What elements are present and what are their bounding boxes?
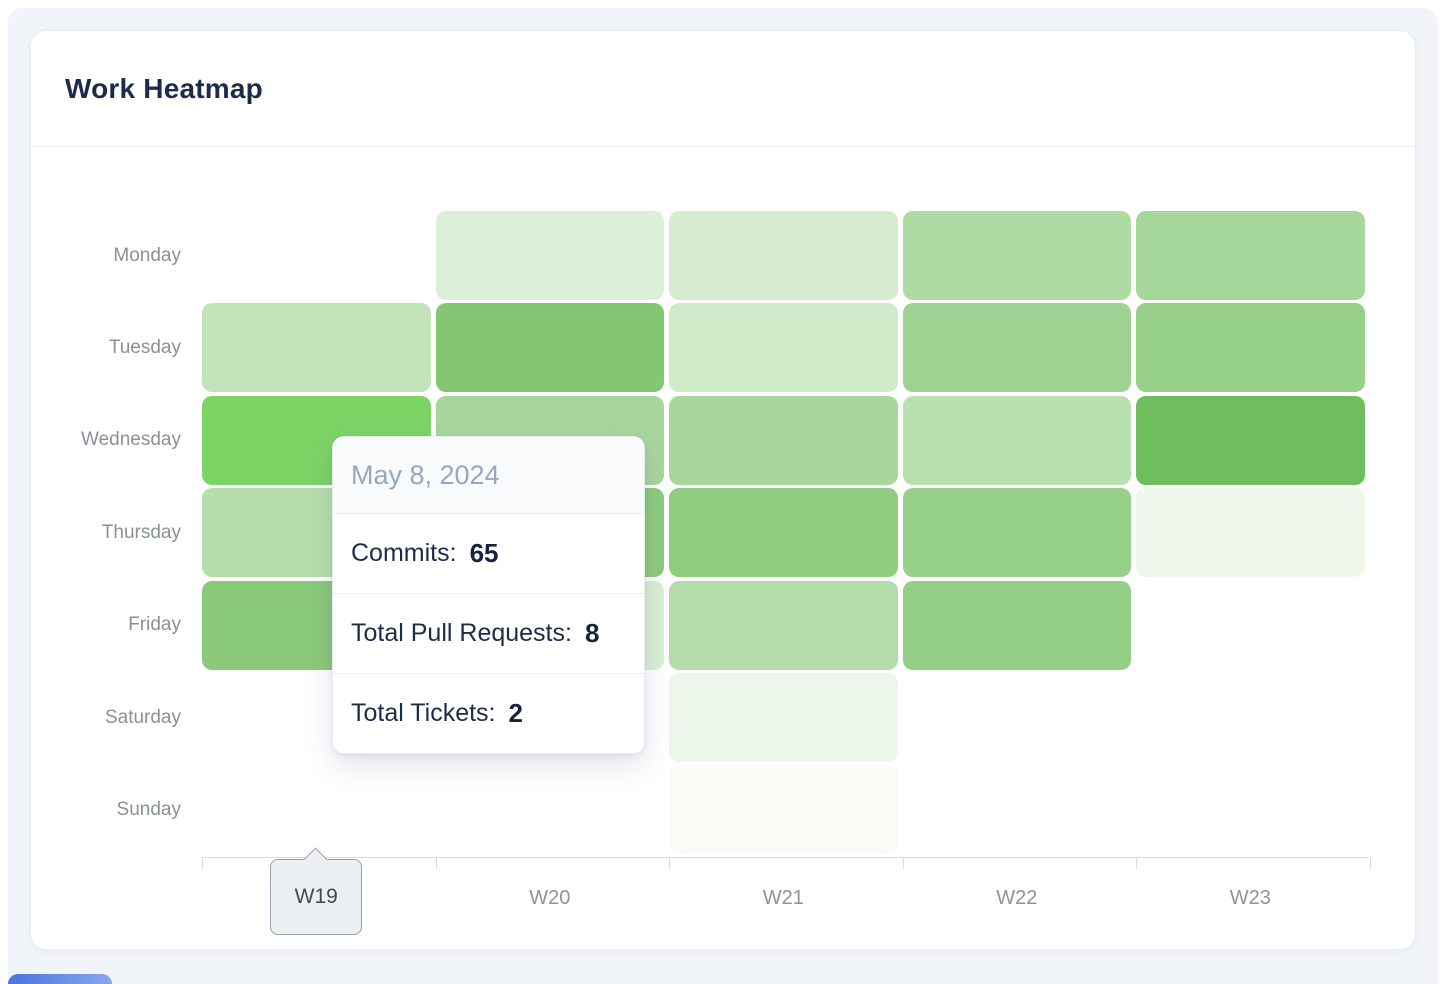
heatmap-cell-tuesday-w22[interactable] xyxy=(902,303,1131,393)
week-label-w23[interactable]: W23 xyxy=(1229,886,1271,909)
tooltip-metric-row: Total Pull Requests: 8 xyxy=(333,593,644,673)
heatmap-cell-monday-w20[interactable] xyxy=(435,211,664,300)
week-label-w22[interactable]: W22 xyxy=(996,886,1038,909)
heatmap-cell-wednesday-w21[interactable] xyxy=(669,395,898,485)
tooltip-metric-value: 2 xyxy=(508,698,523,728)
tooltip-metric-label: Total Pull Requests: xyxy=(351,619,572,647)
axis-tick xyxy=(1369,857,1371,869)
tooltip-metric-row: Total Tickets: 2 xyxy=(333,673,644,753)
heatmap-cell-wednesday-w22[interactable] xyxy=(902,395,1131,485)
partial-bottom-element xyxy=(8,974,112,984)
day-label-saturday: Saturday xyxy=(104,706,181,728)
day-label-wednesday: Wednesday xyxy=(81,429,181,451)
day-label-sunday: Sunday xyxy=(116,798,181,820)
heatmap-cell-thursday-w21[interactable] xyxy=(669,488,898,578)
x-axis-line xyxy=(202,857,1369,858)
tooltip-metric-value: 8 xyxy=(584,618,600,648)
heatmap-cell-friday-w22[interactable] xyxy=(902,580,1131,670)
heatmap-cell-thursday-w23[interactable] xyxy=(1136,488,1365,578)
heatmap-cell-monday-w23[interactable] xyxy=(1136,211,1365,300)
day-label-thursday: Thursday xyxy=(101,521,181,543)
heatmap-cell-sunday-w21[interactable] xyxy=(669,765,898,855)
day-label-friday: Friday xyxy=(128,614,181,636)
axis-tick xyxy=(669,857,670,869)
axis-tick xyxy=(435,857,437,869)
heatmap-cell-tuesday-w23[interactable] xyxy=(1136,303,1365,393)
axis-tick xyxy=(202,857,203,869)
heatmap-cell-tuesday-w19[interactable] xyxy=(202,303,431,393)
heatmap-cell-monday-w22[interactable] xyxy=(902,211,1131,300)
week-label-w20[interactable]: W20 xyxy=(529,886,571,909)
tooltip-metric-label: Commits: xyxy=(351,539,457,567)
tooltip-metric-row: Commits: 65 xyxy=(333,513,644,593)
week-label-w21[interactable]: W21 xyxy=(762,886,804,909)
cell-tooltip: May 8, 2024 Commits: 65 Total Pull Request… xyxy=(332,436,645,754)
day-label-monday: Monday xyxy=(113,244,181,266)
heatmap-cell-friday-w21[interactable] xyxy=(669,580,898,670)
heatmap-cell-saturday-w21[interactable] xyxy=(669,673,898,762)
tooltip-metric-value: 65 xyxy=(469,538,499,568)
page-title: Work Heatmap xyxy=(65,72,263,104)
week-selector-w19-selected[interactable]: W19 xyxy=(270,859,363,935)
heatmap-cell-wednesday-w23[interactable] xyxy=(1136,395,1365,485)
tooltip-date: May 8, 2024 xyxy=(333,437,644,513)
heatmap-cell-thursday-w22[interactable] xyxy=(902,488,1131,578)
heatmap-cell-tuesday-w20[interactable] xyxy=(435,303,664,393)
heatmap-cell-monday-w21[interactable] xyxy=(669,211,898,300)
tooltip-metric-label: Total Tickets: xyxy=(351,699,496,727)
axis-tick xyxy=(902,857,904,869)
axis-tick xyxy=(1136,857,1137,869)
heatmap-cell-tuesday-w21[interactable] xyxy=(669,303,898,393)
card-header: Work Heatmap xyxy=(31,31,1415,147)
day-label-tuesday: Tuesday xyxy=(108,336,181,358)
tooltip-metrics: Commits: 65 Total Pull Requests: 8 Total Tic… xyxy=(333,513,644,753)
work-heatmap-card: Work Heatmap W19 W20 W21 W22 W23 Monday Tuesd… xyxy=(30,30,1416,950)
